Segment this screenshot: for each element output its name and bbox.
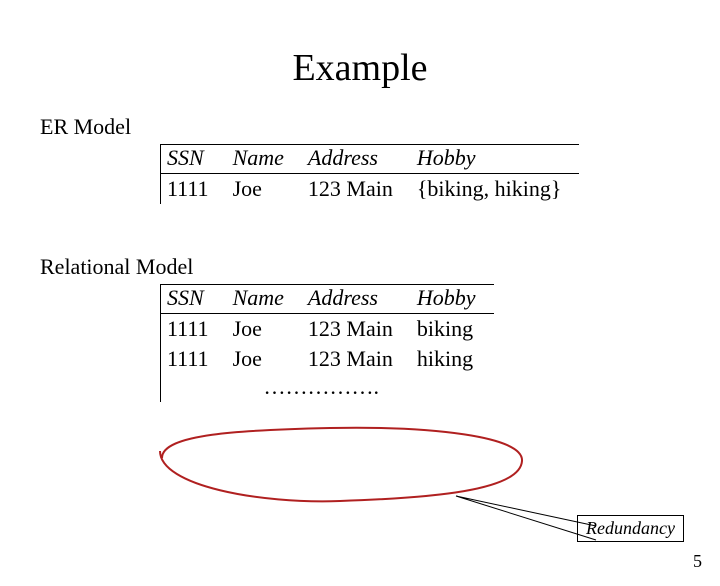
- col-hobby: Hobby: [411, 285, 494, 314]
- ellipsis: …………….: [161, 374, 494, 402]
- rel-table-wrap: SSN Name Address Hobby 1111 Joe 123 Main…: [160, 284, 660, 402]
- col-address: Address: [302, 285, 411, 314]
- cell-name: Joe: [227, 174, 302, 205]
- er-table-wrap: SSN Name Address Hobby 1111 Joe 123 Main…: [160, 144, 660, 204]
- cell-ssn: 1111: [161, 174, 227, 205]
- table-row: 1111 Joe 123 Main {biking, hiking}: [161, 174, 580, 205]
- redundancy-callout-pointer: [456, 496, 596, 540]
- col-address: Address: [302, 145, 411, 174]
- col-hobby: Hobby: [411, 145, 580, 174]
- er-table: SSN Name Address Hobby 1111 Joe 123 Main…: [160, 144, 579, 204]
- er-model-label: ER Model: [40, 114, 720, 140]
- rel-table: SSN Name Address Hobby 1111 Joe 123 Main…: [160, 284, 494, 402]
- slide-title: Example: [0, 46, 720, 90]
- relational-model-label: Relational Model: [40, 254, 720, 280]
- cell-hobby: hiking: [411, 344, 494, 374]
- cell-address: 123 Main: [302, 314, 411, 345]
- cell-ssn: 1111: [161, 314, 227, 345]
- cell-name: Joe: [227, 344, 302, 374]
- col-ssn: SSN: [161, 145, 227, 174]
- cell-name: Joe: [227, 314, 302, 345]
- table-row: 1111 Joe 123 Main hiking: [161, 344, 494, 374]
- cell-hobby: biking: [411, 314, 494, 345]
- redundancy-circle-annotation: [160, 428, 522, 502]
- col-name: Name: [227, 145, 302, 174]
- col-ssn: SSN: [161, 285, 227, 314]
- ellipsis-row: …………….: [161, 374, 494, 402]
- table-row: 1111 Joe 123 Main biking: [161, 314, 494, 345]
- redundancy-callout: Redundancy: [577, 515, 684, 542]
- cell-address: 123 Main: [302, 344, 411, 374]
- col-name: Name: [227, 285, 302, 314]
- cell-hobby: {biking, hiking}: [411, 174, 580, 205]
- cell-address: 123 Main: [302, 174, 411, 205]
- cell-ssn: 1111: [161, 344, 227, 374]
- page-number: 5: [693, 551, 702, 572]
